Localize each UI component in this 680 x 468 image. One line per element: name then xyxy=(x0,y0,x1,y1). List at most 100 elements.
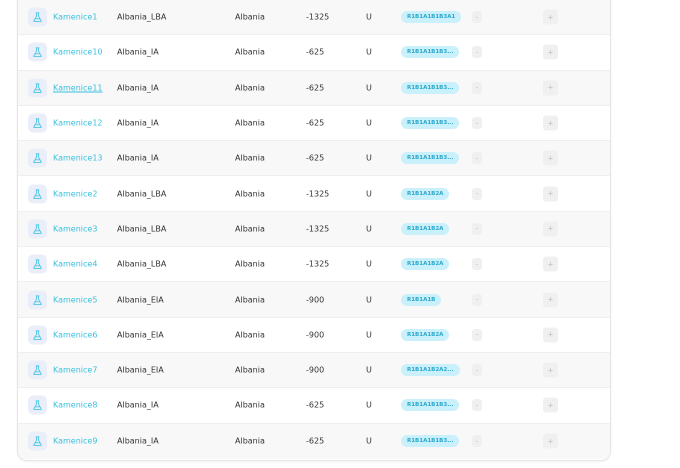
sample-unit: U xyxy=(366,189,372,199)
flask-icon xyxy=(28,325,47,345)
sample-country: Albania xyxy=(235,118,265,128)
sample-name-link[interactable]: Kamenice5 xyxy=(53,295,98,305)
sample-type: Albania_IA xyxy=(117,47,159,57)
haplogroup-badge[interactable]: R1B1A1B1B3... xyxy=(401,81,460,94)
add-button[interactable]: + xyxy=(543,292,558,308)
add-button[interactable]: + xyxy=(543,115,558,131)
sample-country: Albania xyxy=(235,83,265,93)
table-row: Kamenice8 Albania_IA Albania -625 U R1B1… xyxy=(18,388,610,424)
sample-type: Albania_LBA xyxy=(117,224,167,234)
sample-name-link[interactable]: Kamenice7 xyxy=(53,365,98,375)
sample-date: -1325 xyxy=(306,259,330,269)
sample-unit: U xyxy=(366,436,372,446)
empty-value: - xyxy=(472,152,482,165)
sample-unit: U xyxy=(366,259,372,269)
table-row: Kamenice4 Albania_LBA Albania -1325 U R1… xyxy=(18,247,610,283)
flask-icon xyxy=(28,113,47,133)
flask-icon xyxy=(28,360,47,380)
sample-unit: U xyxy=(366,12,372,22)
table-row: Kamenice12 Albania_IA Albania -625 U R1B… xyxy=(18,105,610,142)
sample-name-link[interactable]: Kamenice2 xyxy=(53,189,98,199)
sample-name-link[interactable]: Kamenice9 xyxy=(53,436,98,446)
empty-value: - xyxy=(472,364,482,377)
table-row: Kamenice13 Albania_IA Albania -625 U R1B… xyxy=(18,141,610,177)
haplogroup-badge[interactable]: R1B1A1B1B3... xyxy=(401,46,460,59)
haplogroup-badge[interactable]: R1B1A1B2A xyxy=(401,187,450,200)
haplogroup-badge[interactable]: R1B1A1B2A xyxy=(401,328,450,341)
sample-date: -625 xyxy=(306,47,325,57)
sample-unit: U xyxy=(366,224,372,234)
sample-type: Albania_EIA xyxy=(117,330,164,340)
add-button[interactable]: + xyxy=(543,221,558,237)
sample-name-link[interactable]: Kamenice1 xyxy=(53,12,98,22)
add-button[interactable]: + xyxy=(543,433,558,449)
table-row: Kamenice6 Albania_EIA Albania -900 U R1B… xyxy=(18,317,610,353)
empty-value: - xyxy=(472,399,482,412)
sample-type: Albania_LBA xyxy=(117,12,167,22)
sample-type: Albania_IA xyxy=(117,153,159,163)
table-row: Kamenice9 Albania_IA Albania -625 U R1B1… xyxy=(18,423,610,459)
sample-date: -1325 xyxy=(306,224,330,234)
flask-icon xyxy=(28,184,47,204)
table-row: Kamenice10 Albania_IA Albania -625 U R1B… xyxy=(18,35,610,71)
haplogroup-badge[interactable]: R1B1A1B1B3... xyxy=(401,399,460,412)
flask-icon xyxy=(28,148,47,168)
empty-value: - xyxy=(472,222,482,235)
sample-unit: U xyxy=(366,83,372,93)
add-button[interactable]: + xyxy=(543,150,558,166)
haplogroup-badge[interactable]: R1B1A1B1B3... xyxy=(401,435,460,448)
sample-date: -1325 xyxy=(306,189,330,199)
sample-country: Albania xyxy=(235,400,265,410)
sample-date: -625 xyxy=(306,153,325,163)
haplogroup-badge[interactable]: R1B1A1B1B3... xyxy=(401,152,460,165)
haplogroup-badge[interactable]: R1B1A1B2A2... xyxy=(401,364,460,377)
sample-name-link[interactable]: Kamenice13 xyxy=(53,153,103,163)
sample-country: Albania xyxy=(235,224,265,234)
add-button[interactable]: + xyxy=(543,186,558,202)
table-row: Kamenice5 Albania_EIA Albania -900 U R1B… xyxy=(18,282,610,318)
sample-name-link[interactable]: Kamenice3 xyxy=(53,224,98,234)
sample-type: Albania_EIA xyxy=(117,365,164,375)
sample-country: Albania xyxy=(235,12,265,22)
sample-unit: U xyxy=(366,118,372,128)
sample-type: Albania_IA xyxy=(117,83,159,93)
sample-name-link[interactable]: Kamenice11 xyxy=(53,83,103,93)
sample-unit: U xyxy=(366,365,372,375)
haplogroup-badge[interactable]: R1B1A1B1B3A1 xyxy=(401,11,462,24)
sample-country: Albania xyxy=(235,295,265,305)
sample-unit: U xyxy=(366,295,372,305)
flask-icon xyxy=(28,431,47,451)
empty-value: - xyxy=(472,258,482,271)
haplogroup-badge[interactable]: R1B1A1B2A xyxy=(401,222,450,235)
sample-date: -625 xyxy=(306,83,325,93)
sample-country: Albania xyxy=(235,330,265,340)
sample-name-link[interactable]: Kamenice8 xyxy=(53,400,98,410)
sample-unit: U xyxy=(366,330,372,340)
add-button[interactable]: + xyxy=(543,80,558,96)
table-row: Kamenice7 Albania_EIA Albania -900 U R1B… xyxy=(18,352,610,389)
sample-name-link[interactable]: Kamenice6 xyxy=(53,330,98,340)
add-button[interactable]: + xyxy=(543,9,558,25)
empty-value: - xyxy=(472,11,482,24)
sample-unit: U xyxy=(366,153,372,163)
empty-value: - xyxy=(472,328,482,341)
haplogroup-badge[interactable]: R1B1A1B xyxy=(401,293,442,306)
add-button[interactable]: + xyxy=(543,44,558,60)
add-button[interactable]: + xyxy=(543,256,558,272)
haplogroup-badge[interactable]: R1B1A1B1B3... xyxy=(401,117,460,130)
flask-icon xyxy=(28,395,47,415)
sample-type: Albania_IA xyxy=(117,400,159,410)
empty-value: - xyxy=(472,117,482,130)
sample-name-link[interactable]: Kamenice12 xyxy=(53,118,103,128)
add-button[interactable]: + xyxy=(543,362,558,378)
sample-name-link[interactable]: Kamenice10 xyxy=(53,47,103,57)
sample-name-link[interactable]: Kamenice4 xyxy=(53,259,98,269)
add-button[interactable]: + xyxy=(543,327,558,343)
sample-country: Albania xyxy=(235,259,265,269)
haplogroup-badge[interactable]: R1B1A1B2A xyxy=(401,258,450,271)
sample-date: -900 xyxy=(306,295,325,305)
flask-icon xyxy=(28,254,47,274)
add-button[interactable]: + xyxy=(543,397,558,413)
sample-date: -625 xyxy=(306,118,325,128)
samples-table: Kamenice1 Albania_LBA Albania -1325 U R1… xyxy=(17,0,611,461)
